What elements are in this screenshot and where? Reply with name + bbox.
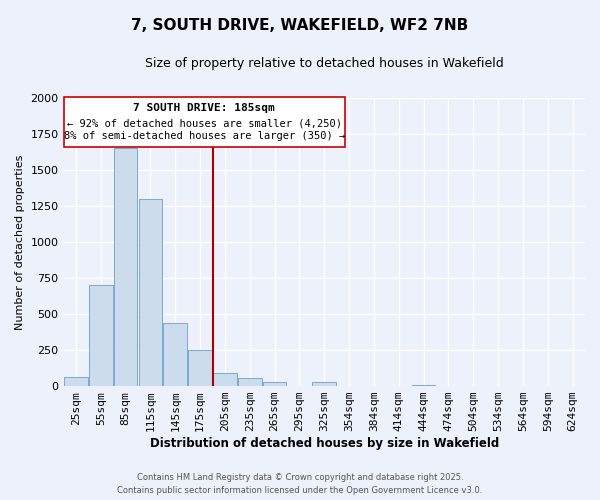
- Text: 7, SOUTH DRIVE, WAKEFIELD, WF2 7NB: 7, SOUTH DRIVE, WAKEFIELD, WF2 7NB: [131, 18, 469, 32]
- Text: 8% of semi-detached houses are larger (350) →: 8% of semi-detached houses are larger (3…: [64, 130, 345, 140]
- Title: Size of property relative to detached houses in Wakefield: Size of property relative to detached ho…: [145, 58, 503, 70]
- Bar: [64, 376, 88, 386]
- FancyBboxPatch shape: [64, 96, 345, 147]
- Bar: [213, 373, 237, 386]
- Bar: [263, 382, 286, 386]
- Text: 7 SOUTH DRIVE: 185sqm: 7 SOUTH DRIVE: 185sqm: [133, 103, 275, 113]
- Bar: [114, 148, 137, 386]
- Bar: [163, 322, 187, 386]
- Bar: [89, 286, 113, 386]
- Bar: [188, 350, 212, 386]
- X-axis label: Distribution of detached houses by size in Wakefield: Distribution of detached houses by size …: [149, 437, 499, 450]
- Bar: [139, 199, 162, 386]
- Text: ← 92% of detached houses are smaller (4,250): ← 92% of detached houses are smaller (4,…: [67, 118, 342, 128]
- Text: Contains HM Land Registry data © Crown copyright and database right 2025.
Contai: Contains HM Land Registry data © Crown c…: [118, 473, 482, 495]
- Bar: [238, 378, 262, 386]
- Bar: [313, 382, 336, 386]
- Y-axis label: Number of detached properties: Number of detached properties: [15, 154, 25, 330]
- Bar: [412, 384, 436, 386]
